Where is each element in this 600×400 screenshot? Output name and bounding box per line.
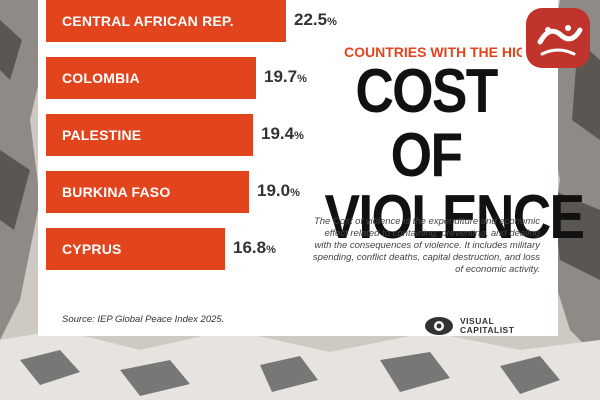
title-line-2: VIOLENCE <box>324 183 586 252</box>
brand-line-2: CAPITALIST <box>460 325 515 335</box>
bar-value-label: 19.0% <box>257 181 300 200</box>
bar-category-label: PALESTINE <box>62 127 142 143</box>
visual-capitalist-logo-icon <box>425 317 453 335</box>
bar-value-label: 16.8% <box>233 238 276 257</box>
bar-category-label: COLOMBIA <box>62 70 140 86</box>
bar: PALESTINE <box>46 114 253 156</box>
chart-title: COST OF VIOLENCE <box>308 57 586 252</box>
bar-category-label: BURKINA FASO <box>62 184 171 200</box>
source-note: Source: IEP Global Peace Index 2025. <box>62 314 225 325</box>
chart-kicker: COUNTRIES WITH THE HIGHE <box>344 44 522 60</box>
bar-value-label: 19.7% <box>264 67 307 86</box>
bar-value-label: 22.5% <box>294 10 337 29</box>
chart-panel <box>38 0 558 336</box>
brand-logo: VISUAL CAPITALIST <box>424 316 514 336</box>
chart-description: The Cost of violence is the expenditure … <box>312 216 540 275</box>
bar-category-label: CYPRUS <box>62 241 122 257</box>
bar: COLOMBIA <box>46 57 256 99</box>
bar: CENTRAL AFRICAN REP. <box>46 0 286 42</box>
bar: BURKINA FASO <box>46 171 249 213</box>
site-watermark-logo <box>526 8 590 68</box>
bar: CYPRUS <box>46 228 225 270</box>
title-line-1: COST OF <box>355 57 498 190</box>
bar-category-label: CENTRAL AFRICAN REP. <box>62 13 234 29</box>
bar-value-label: 19.4% <box>261 124 304 143</box>
brand-line-1: VISUAL <box>460 316 495 326</box>
brand-name: VISUAL CAPITALIST <box>460 317 514 335</box>
